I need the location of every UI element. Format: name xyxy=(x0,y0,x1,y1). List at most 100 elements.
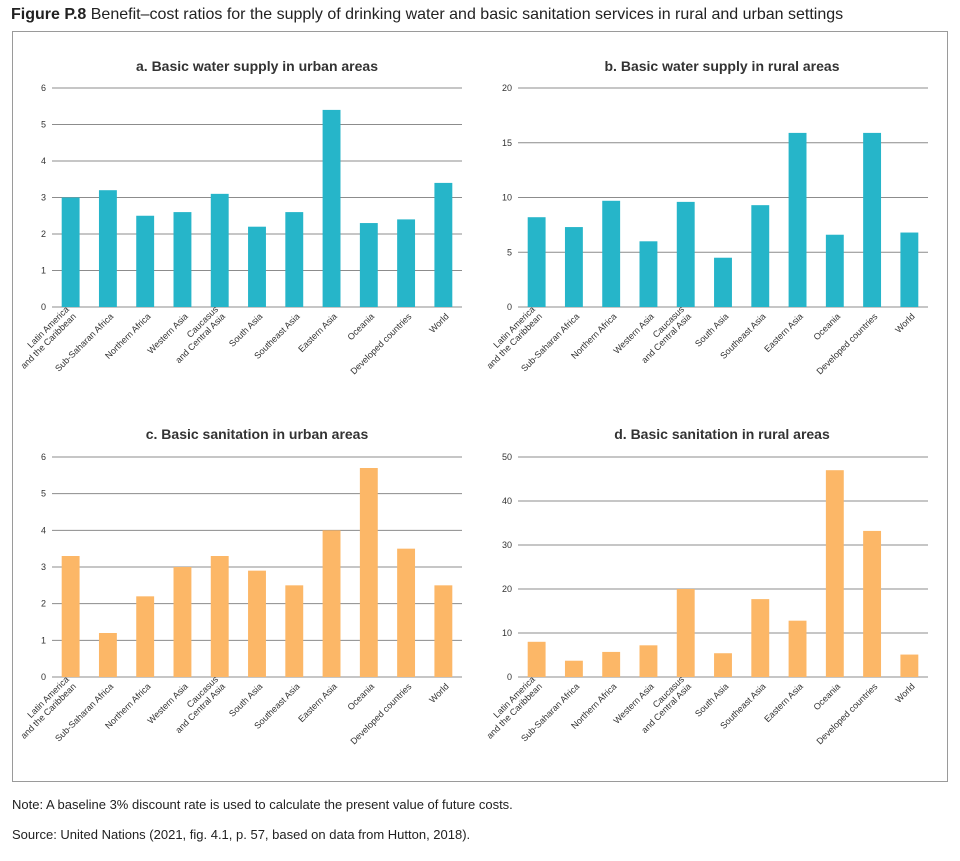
x-tick-label: South Asia xyxy=(227,681,264,718)
bar xyxy=(359,223,378,307)
x-tick-label: Oceania xyxy=(345,311,376,342)
bar xyxy=(676,201,695,307)
y-tick-label: 5 xyxy=(507,247,512,257)
bar xyxy=(863,132,882,307)
bar xyxy=(210,193,229,307)
bar xyxy=(136,215,155,307)
figure-source: Source: United Nations (2021, fig. 4.1, … xyxy=(12,827,471,842)
bar xyxy=(751,599,770,677)
bar xyxy=(639,241,658,307)
x-tick-label: Developed countries xyxy=(814,681,879,746)
bar xyxy=(676,589,695,677)
x-tick-label-line: World xyxy=(893,681,917,705)
x-tick-label-line: World xyxy=(427,681,451,705)
bar xyxy=(602,200,621,307)
x-tick-label: Eastern Asia xyxy=(762,311,805,354)
x-tick-label-line: Developed countries xyxy=(814,681,879,746)
x-tick-label: Developed countries xyxy=(814,311,879,376)
y-tick-label: 0 xyxy=(41,672,46,682)
x-tick-label-line: Developed countries xyxy=(348,681,413,746)
figure-label: Figure P.8 xyxy=(11,6,87,23)
figure-note: Note: A baseline 3% discount rate is use… xyxy=(12,797,513,812)
y-tick-label: 50 xyxy=(502,452,512,462)
bar xyxy=(714,257,732,307)
chart-title: c. Basic sanitation in urban areas xyxy=(146,426,369,442)
x-tick-label-line: South Asia xyxy=(227,311,264,348)
bar xyxy=(900,232,919,307)
bar xyxy=(397,219,416,307)
y-tick-label: 2 xyxy=(41,599,46,609)
y-tick-label: 6 xyxy=(41,452,46,462)
chart-title: d. Basic sanitation in rural areas xyxy=(614,426,830,442)
x-tick-label-line: South Asia xyxy=(693,311,730,348)
x-tick-label: South Asia xyxy=(693,681,730,718)
x-tick-label-line: Eastern Asia xyxy=(762,311,805,354)
x-tick-label: Caucasusand Central Asia xyxy=(166,674,227,735)
y-tick-label: 20 xyxy=(502,584,512,594)
y-tick-label: 30 xyxy=(502,540,512,550)
y-tick-label: 0 xyxy=(507,672,512,682)
bar xyxy=(397,548,416,677)
y-tick-label: 5 xyxy=(41,120,46,130)
y-tick-label: 1 xyxy=(41,266,46,276)
x-tick-label: South Asia xyxy=(227,311,264,348)
bar xyxy=(564,227,583,307)
x-tick-label: Caucasusand Central Asia xyxy=(632,674,693,735)
x-tick-label: World xyxy=(427,311,451,335)
x-tick-label: Oceania xyxy=(345,681,376,712)
x-tick-label: Caucasusand Central Asia xyxy=(632,304,693,365)
y-tick-label: 4 xyxy=(41,525,46,535)
bar xyxy=(714,653,732,677)
y-tick-label: 2 xyxy=(41,229,46,239)
bar xyxy=(788,132,807,307)
bar xyxy=(639,645,658,677)
x-tick-label-line: Eastern Asia xyxy=(296,681,339,724)
bar xyxy=(602,651,621,677)
y-tick-label: 5 xyxy=(41,489,46,499)
x-tick-label-line: South Asia xyxy=(227,681,264,718)
x-tick-label: World xyxy=(893,681,917,705)
x-tick-label: Oceania xyxy=(811,681,842,712)
chart-panel-3: c. Basic sanitation in urban areas 0 1 2 3 4 5… xyxy=(19,426,462,746)
x-tick-label: World xyxy=(893,311,917,335)
bar xyxy=(173,212,192,307)
y-tick-label: 40 xyxy=(502,496,512,506)
y-tick-label: 1 xyxy=(41,635,46,645)
bar xyxy=(322,109,341,308)
bar xyxy=(136,596,155,677)
bar xyxy=(527,641,546,677)
y-tick-label: 3 xyxy=(41,193,46,203)
x-tick-label: Developed countries xyxy=(348,681,413,746)
x-tick-label-line: World xyxy=(893,311,917,335)
x-tick-label-line: Oceania xyxy=(345,311,376,342)
chart-panel-4: d. Basic sanitation in rural areas 0 10 20 3… xyxy=(485,426,928,746)
x-tick-label-line: South Asia xyxy=(693,681,730,718)
x-tick-label-line: World xyxy=(427,311,451,335)
y-tick-label: 15 xyxy=(502,138,512,148)
x-tick-label-line: Oceania xyxy=(811,311,842,342)
x-tick-label: Developed countries xyxy=(348,311,413,376)
bar xyxy=(285,212,304,307)
bar xyxy=(210,556,229,677)
bar xyxy=(825,234,844,307)
chart-panel-1: a. Basic water supply in urban areas 0 1 2 3… xyxy=(19,58,462,376)
x-tick-label-line: Developed countries xyxy=(348,311,413,376)
y-tick-label: 0 xyxy=(507,302,512,312)
bar xyxy=(434,182,453,307)
x-tick-label-line: Eastern Asia xyxy=(296,311,339,354)
chart-title: a. Basic water supply in urban areas xyxy=(136,58,378,74)
x-tick-label-line: Oceania xyxy=(811,681,842,712)
y-tick-label: 20 xyxy=(502,83,512,93)
chart-panel-2: b. Basic water supply in rural areas 0 5 10… xyxy=(485,58,928,376)
x-tick-label-line: Oceania xyxy=(345,681,376,712)
bar xyxy=(173,567,192,677)
y-tick-label: 4 xyxy=(41,156,46,166)
bar xyxy=(863,530,882,677)
x-tick-label: Eastern Asia xyxy=(296,681,339,724)
bar xyxy=(98,633,117,677)
y-tick-label: 10 xyxy=(502,193,512,203)
y-tick-label: 6 xyxy=(41,83,46,93)
y-tick-label: 3 xyxy=(41,562,46,572)
figure-title-text: Benefit–cost ratios for the supply of dr… xyxy=(90,6,844,23)
